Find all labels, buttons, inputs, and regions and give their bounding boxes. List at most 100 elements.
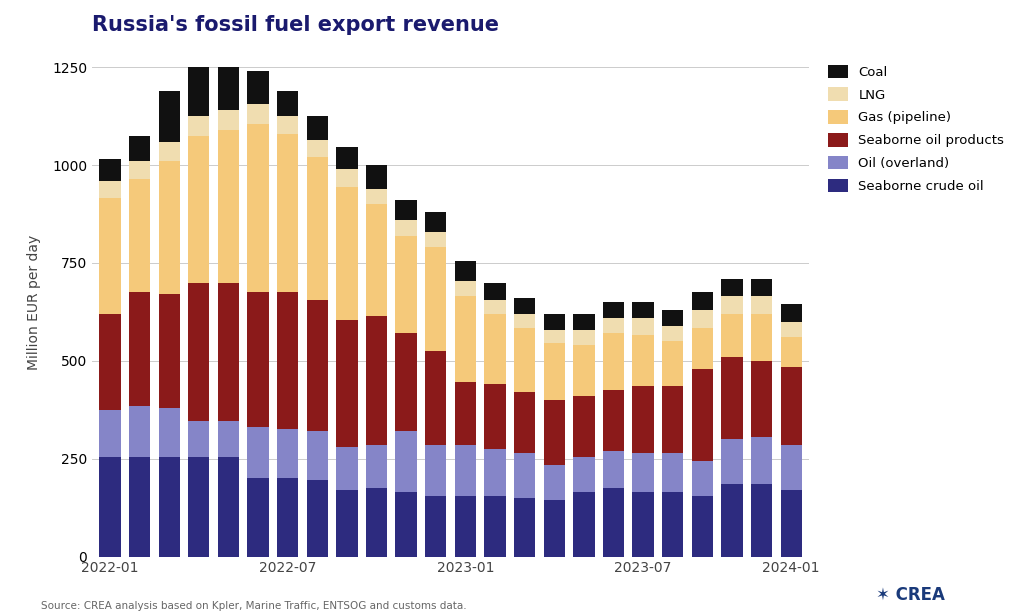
Bar (425, 212, 446, 232)
Bar (276, 91, 298, 116)
Bar (455, 445, 476, 496)
Bar (336, 186, 357, 320)
Bar (691, 310, 713, 328)
Bar (248, 478, 268, 557)
Bar (218, 457, 239, 557)
Bar (129, 457, 151, 557)
Bar (663, 453, 683, 492)
Bar (306, 431, 328, 480)
Bar (395, 200, 417, 220)
Bar (395, 431, 417, 492)
Bar (751, 437, 772, 484)
Bar (248, 427, 268, 478)
Bar (721, 314, 742, 357)
Bar (276, 116, 298, 134)
Bar (484, 314, 506, 384)
Bar (633, 335, 653, 386)
Bar (159, 161, 180, 294)
Bar (514, 314, 536, 328)
Bar (544, 343, 565, 400)
Bar (603, 390, 625, 451)
Bar (99, 181, 121, 199)
Bar (484, 384, 506, 449)
Bar (663, 492, 683, 557)
Bar (218, 421, 239, 457)
Bar (425, 496, 446, 557)
Bar (248, 71, 268, 105)
Bar (129, 292, 151, 406)
Bar (455, 296, 476, 383)
Bar (129, 136, 151, 161)
Bar (603, 451, 625, 488)
Bar (336, 447, 357, 490)
Bar (188, 67, 210, 116)
Bar (721, 279, 742, 296)
Bar (366, 204, 387, 316)
Bar (425, 351, 446, 445)
Bar (663, 386, 683, 453)
Bar (544, 330, 565, 343)
Bar (99, 199, 121, 314)
Bar (366, 189, 387, 204)
Bar (514, 453, 536, 498)
Bar (248, 292, 268, 427)
Bar (573, 330, 595, 345)
Bar (218, 130, 239, 282)
Bar (751, 296, 772, 314)
Text: Source: CREA analysis based on Kpler, Marine Traffic, ENTSOG and customs data.: Source: CREA analysis based on Kpler, Ma… (41, 601, 467, 611)
Bar (780, 338, 802, 367)
Bar (395, 220, 417, 236)
Bar (99, 314, 121, 410)
Bar (544, 464, 565, 500)
Bar (780, 445, 802, 490)
Bar (336, 169, 357, 186)
Bar (455, 496, 476, 557)
Bar (129, 179, 151, 292)
Bar (455, 383, 476, 445)
Bar (306, 480, 328, 557)
Bar (306, 157, 328, 300)
Bar (691, 328, 713, 368)
Bar (188, 421, 210, 457)
Bar (751, 484, 772, 557)
Y-axis label: Million EUR per day: Million EUR per day (27, 234, 41, 370)
Legend: Coal, LNG, Gas (pipeline), Seaborne oil products, Oil (overland), Seaborne crude: Coal, LNG, Gas (pipeline), Seaborne oil … (822, 60, 1010, 198)
Bar (633, 302, 653, 318)
Bar (425, 247, 446, 351)
Bar (663, 325, 683, 341)
Bar (573, 396, 595, 457)
Bar (248, 105, 268, 124)
Bar (306, 140, 328, 157)
Bar (366, 488, 387, 557)
Bar (603, 302, 625, 318)
Bar (425, 445, 446, 496)
Bar (484, 300, 506, 314)
Bar (691, 461, 713, 496)
Bar (751, 314, 772, 361)
Bar (218, 282, 239, 421)
Bar (276, 429, 298, 478)
Bar (780, 322, 802, 338)
Bar (395, 236, 417, 333)
Bar (159, 91, 180, 141)
Bar (159, 294, 180, 408)
Text: ✶ CREA: ✶ CREA (876, 585, 944, 604)
Bar (425, 232, 446, 247)
Bar (188, 136, 210, 282)
Bar (691, 292, 713, 310)
Bar (99, 159, 121, 181)
Bar (218, 67, 239, 110)
Bar (573, 492, 595, 557)
Bar (484, 449, 506, 496)
Bar (129, 161, 151, 179)
Bar (336, 148, 357, 169)
Bar (573, 457, 595, 492)
Bar (514, 392, 536, 453)
Bar (691, 496, 713, 557)
Bar (248, 124, 268, 292)
Bar (188, 282, 210, 421)
Bar (663, 310, 683, 325)
Bar (573, 314, 595, 330)
Bar (306, 116, 328, 140)
Bar (455, 261, 476, 280)
